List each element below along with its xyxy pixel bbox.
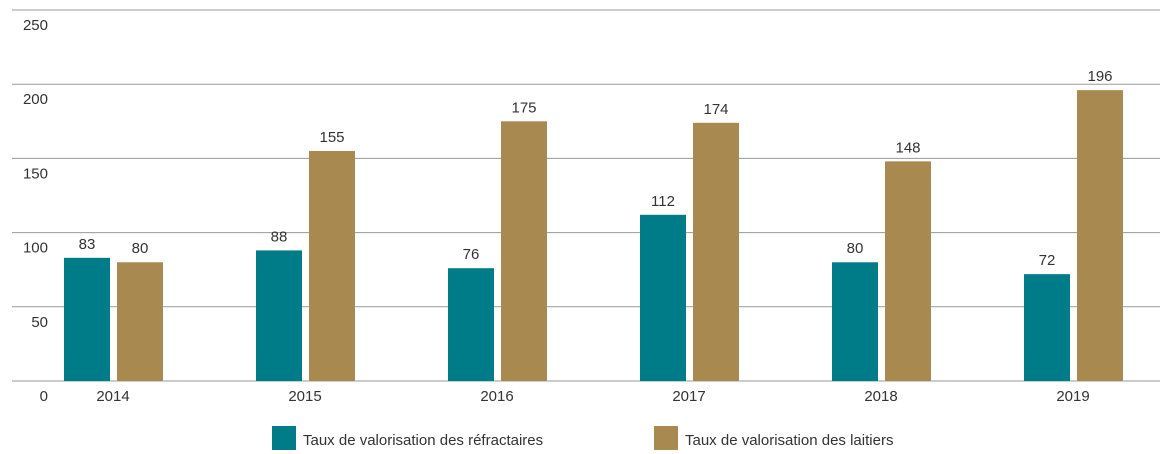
legend-label: Taux de valorisation des réfractaires	[303, 432, 543, 449]
bar	[256, 250, 302, 381]
bar	[832, 262, 878, 381]
value-label: 155	[319, 129, 344, 146]
bar	[1024, 274, 1070, 381]
bar	[117, 262, 163, 381]
value-label: 88	[271, 228, 288, 245]
bar	[693, 122, 739, 381]
legend-swatch	[654, 426, 678, 450]
value-label: 83	[79, 236, 96, 253]
x-tick-label: 2019	[1056, 388, 1089, 405]
value-label: 175	[511, 99, 536, 116]
bar	[501, 121, 547, 382]
y-tick-label: 250	[23, 17, 48, 34]
y-tick-label: 50	[31, 314, 48, 331]
value-label: 112	[651, 193, 675, 210]
y-tick-label: 150	[23, 165, 48, 182]
bar	[1077, 90, 1123, 382]
value-label: 174	[703, 101, 728, 118]
y-tick-label: 200	[23, 91, 48, 108]
bar	[885, 161, 931, 381]
legend-swatch	[272, 426, 296, 450]
x-tick-label: 2014	[96, 388, 129, 405]
value-label: 76	[463, 246, 480, 263]
bar	[309, 150, 355, 381]
y-tick-label: 0	[40, 388, 48, 405]
x-tick-label: 2016	[480, 388, 513, 405]
x-tick-label: 2015	[288, 388, 321, 405]
value-label: 80	[847, 240, 864, 257]
y-tick-label: 100	[23, 240, 48, 257]
x-tick-label: 2017	[672, 388, 705, 405]
value-label: 196	[1087, 68, 1112, 85]
legend-label: Taux de valorisation des laitiers	[685, 432, 893, 449]
value-label: 80	[132, 240, 149, 257]
x-tick-label: 2018	[864, 388, 897, 405]
value-label: 72	[1039, 252, 1056, 269]
bar	[64, 257, 110, 381]
bar	[640, 214, 686, 381]
bar	[448, 268, 494, 381]
value-label: 148	[895, 139, 920, 156]
